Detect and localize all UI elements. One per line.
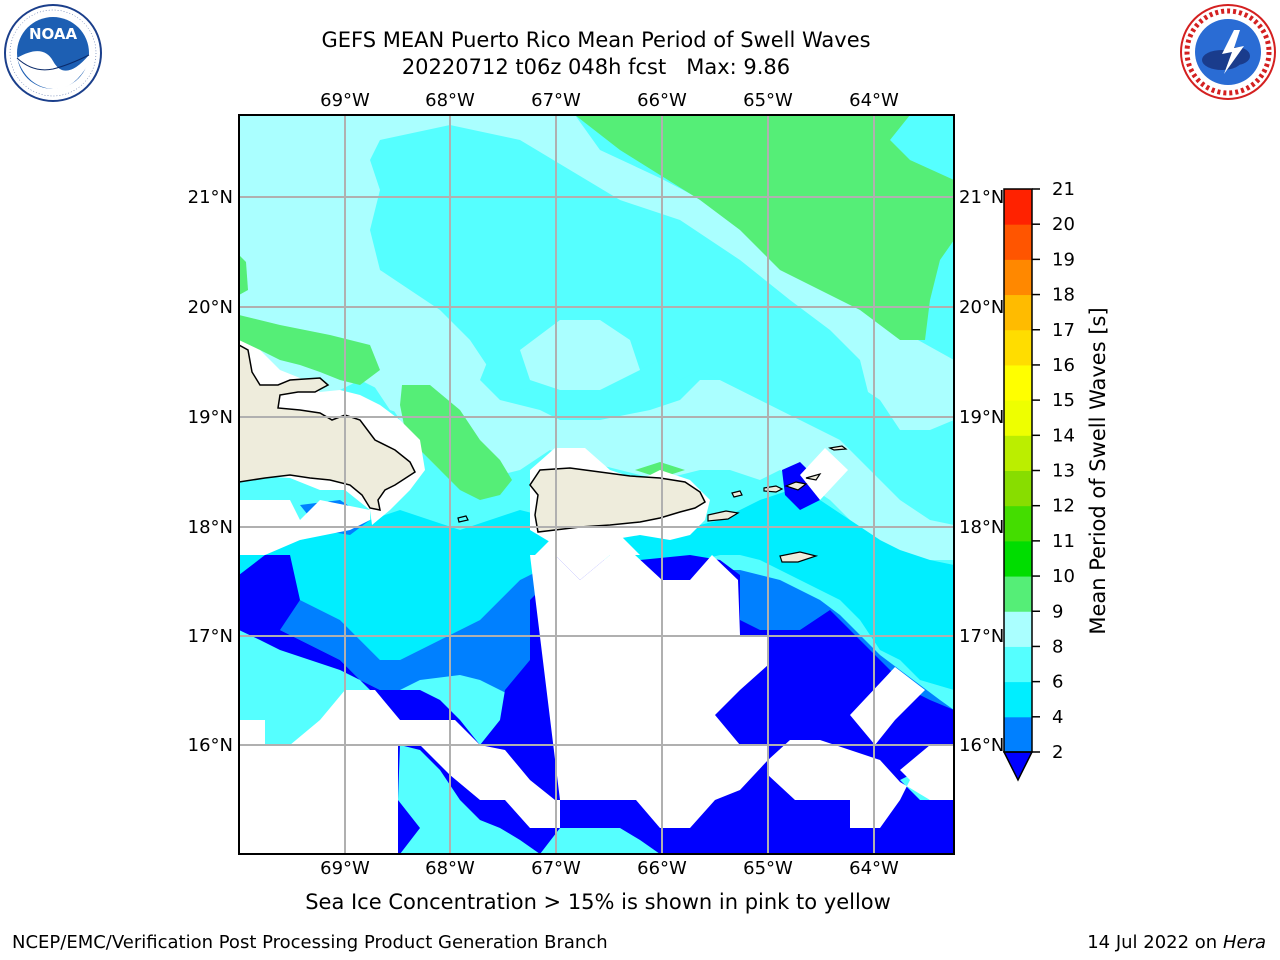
- colorbar-segment: [1004, 576, 1032, 612]
- chart-subtitle: 20220712 t06z 048h fcst Max: 9.86: [401, 55, 791, 79]
- lon-label-top: 69°W: [320, 90, 370, 111]
- colorbar-tick-label: 10: [1052, 566, 1075, 587]
- lat-label-left: 20°N: [188, 297, 233, 318]
- field-4-6s: [239, 490, 954, 690]
- field-6-8s-core: [370, 125, 870, 420]
- lat-label-right: 21°N: [959, 187, 1004, 208]
- field-9-10s-w: [239, 255, 248, 295]
- map-frame: [238, 114, 955, 855]
- no-data-s2: [900, 745, 954, 800]
- gridlines: [239, 115, 954, 854]
- lat-label-left: 19°N: [188, 407, 233, 428]
- colorbar-tick-label: 14: [1052, 425, 1075, 446]
- vieques-island: [707, 510, 740, 522]
- lon-label-top: 65°W: [743, 90, 793, 111]
- colorbar-label: Mean Period of Swell Waves [s]: [1086, 307, 1110, 634]
- lat-label-left: 21°N: [188, 187, 233, 208]
- colorbar-tick-label: 18: [1052, 285, 1075, 306]
- sea-ice-caption-text: Sea Ice Concentration > 15% is shown in …: [305, 890, 891, 914]
- tortola-island: [805, 472, 822, 481]
- lon-label-bottom: 68°W: [425, 858, 475, 879]
- colorbar-segment: [1004, 681, 1032, 718]
- colorbar-segment: [1004, 435, 1032, 471]
- nws-logo-icon: [1180, 4, 1276, 100]
- lat-label-left: 17°N: [188, 626, 233, 647]
- colorbar-segment: [1004, 400, 1032, 436]
- lon-label-top: 68°W: [425, 90, 475, 111]
- lat-label-right: 18°N: [959, 517, 1004, 538]
- st-john-island: [784, 481, 808, 491]
- colorbar-segment: [1004, 716, 1032, 753]
- lon-labels-top: 69°W 68°W 67°W 66°W 65°W 64°W: [320, 90, 899, 111]
- sea-ice-caption: Sea Ice Concentration > 15% is shown in …: [0, 890, 1280, 914]
- noaa-logo-text: NOAA: [29, 25, 78, 43]
- colorbar-tick-label: 9: [1052, 601, 1063, 622]
- lat-label-right: 20°N: [959, 297, 1004, 318]
- no-data-se: [535, 535, 640, 580]
- noaa-logo-icon: NOAA: [4, 4, 102, 102]
- footer-date: 14 Jul 2022 on Hera: [1087, 932, 1266, 953]
- no-data-south: [239, 555, 954, 854]
- colorbar-segment: [1004, 505, 1032, 542]
- lat-labels-right: 21°N 20°N 19°N 18°N 17°N 16°N: [959, 187, 1004, 756]
- colorbar-segment: [1004, 259, 1032, 296]
- lon-labels-bottom: 69°W 68°W 67°W 66°W 65°W 64°W: [320, 858, 899, 879]
- colorbar-tick-label: 11: [1052, 531, 1075, 552]
- map-field: [239, 115, 954, 854]
- lon-label-bottom: 64°W: [849, 858, 899, 879]
- lon-label-bottom: 65°W: [743, 858, 793, 879]
- colorbar-tick-label: 6: [1052, 672, 1063, 693]
- colorbar-segment: [1004, 224, 1032, 260]
- lon-label-bottom: 67°W: [531, 858, 581, 879]
- lat-label-right: 17°N: [959, 626, 1004, 647]
- colorbar-segment: [1004, 470, 1032, 507]
- lon-label-bottom: 66°W: [637, 858, 687, 879]
- colorbar-tick-label: 16: [1052, 355, 1075, 376]
- colorbar-tick-label: 19: [1052, 249, 1075, 270]
- footer-credit: NCEP/EMC/Verification Post Processing Pr…: [12, 932, 608, 953]
- lat-label-left: 16°N: [188, 735, 233, 756]
- colorbar-tick-label: 2: [1052, 742, 1063, 763]
- lat-label-right: 19°N: [959, 407, 1004, 428]
- lat-labels-left: 21°N 20°N 19°N 18°N 17°N 16°N: [188, 187, 233, 756]
- colorbar-segment: [1004, 329, 1032, 366]
- footer-host: Hera: [1222, 932, 1266, 953]
- colorbar-tick-label: 17: [1052, 320, 1075, 341]
- colorbar-segment: [1004, 364, 1032, 401]
- lon-label-top: 67°W: [531, 90, 581, 111]
- colorbar-segment: [1004, 646, 1032, 683]
- field-9-10s-ne: [575, 115, 954, 340]
- hispaniola-land: [239, 344, 416, 511]
- colorbar-segment: [1004, 540, 1032, 577]
- footer-date-text: 14 Jul 2022 on: [1087, 932, 1223, 953]
- no-data-east: [850, 667, 925, 745]
- colorbar-tick-label: 8: [1052, 636, 1063, 657]
- mona-island: [457, 515, 469, 523]
- lon-label-top: 66°W: [637, 90, 687, 111]
- colorbar-tick-label: 13: [1052, 461, 1075, 482]
- colorbar-tick-label: 4: [1052, 707, 1063, 728]
- colorbar-tick-label: 20: [1052, 214, 1075, 235]
- field-8-9s-patch2: [520, 320, 640, 390]
- lat-label-left: 18°N: [188, 517, 233, 538]
- colorbar-tick-label: 15: [1052, 390, 1075, 411]
- vi-halo: [800, 448, 848, 500]
- culebra-island: [731, 490, 743, 498]
- st-croix-island: [779, 551, 819, 563]
- colorbar: 2 4 6 8 9 10 11 12 13 14 15 16 17 18 19 20 21: [1002, 179, 1075, 782]
- colorbar-extension: [1002, 751, 1034, 782]
- anegada-island: [828, 445, 848, 451]
- lon-label-bottom: 69°W: [320, 858, 370, 879]
- lon-label-top: 64°W: [849, 90, 899, 111]
- chart-title: GEFS MEAN Puerto Rico Mean Period of Swe…: [321, 28, 871, 52]
- colorbar-segment: [1004, 189, 1032, 225]
- colorbar-tick-label: 21: [1052, 179, 1075, 200]
- colorbar-tick-label: 12: [1052, 496, 1075, 517]
- colorbar-segment: [1004, 294, 1032, 331]
- lat-label-right: 16°N: [959, 735, 1004, 756]
- field-9-10s-mid: [400, 385, 512, 500]
- colorbar-segment: [1004, 611, 1032, 647]
